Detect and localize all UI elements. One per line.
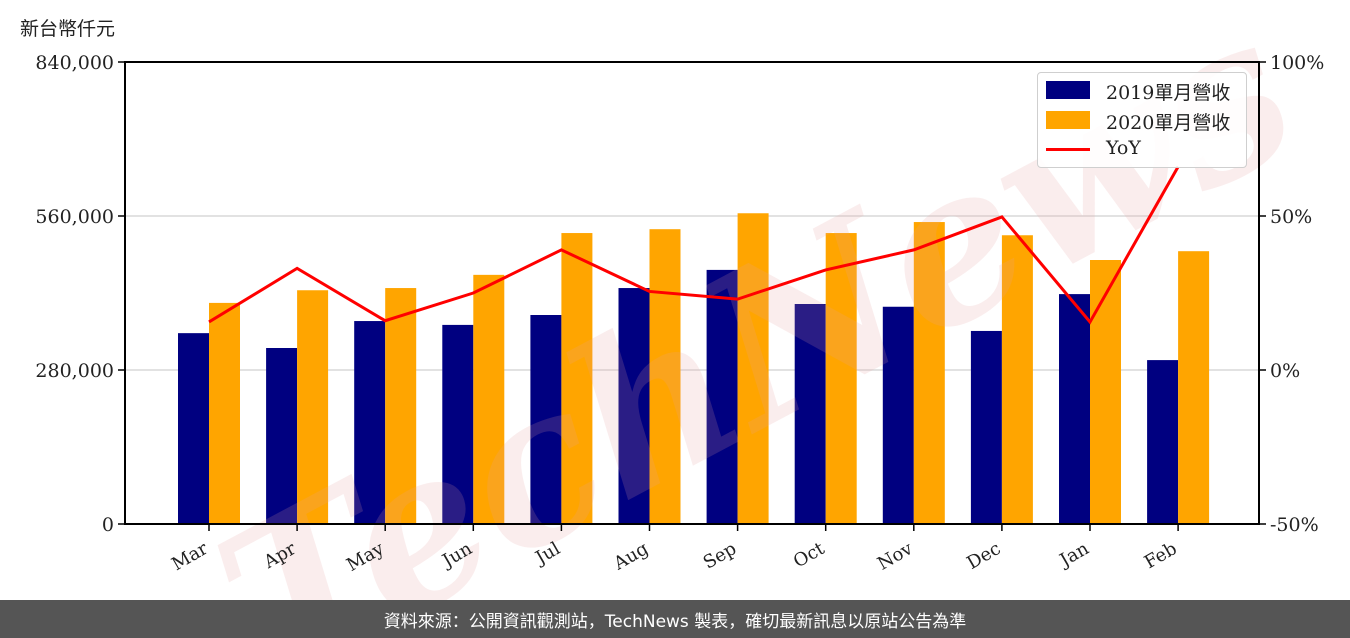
bar-2019	[530, 315, 562, 524]
x-tick-label: Nov	[874, 538, 917, 575]
legend-item-2020: 2020單月營收	[1038, 106, 1246, 134]
bar-2019	[970, 330, 1002, 524]
yoy-line	[208, 165, 1180, 325]
y-tick-label: 0	[102, 514, 114, 536]
axes	[124, 61, 1260, 525]
legend-label-yoy: YoY	[1106, 137, 1141, 159]
right-y-axis-ticks: -50% 0% 50% 100%	[1259, 52, 1324, 536]
x-tick-label: Oct	[790, 538, 829, 573]
chart-legend: 2019單月營收 2020單月營收 YoY	[1037, 72, 1247, 168]
legend-label-2019: 2019單月營收	[1106, 82, 1231, 104]
legend-swatch-2020	[1046, 111, 1090, 129]
y2-tick-label: -50%	[1270, 514, 1319, 536]
bar-2019	[1147, 360, 1179, 524]
bar-2020	[913, 222, 945, 525]
y-tick-label: 280,000	[35, 360, 114, 382]
x-tick-label: Dec	[963, 538, 1004, 574]
left-y-axis-ticks: 0 280,000 560,000 840,000	[35, 52, 125, 536]
bar-2020	[1090, 260, 1121, 524]
bar-2019	[706, 269, 738, 524]
bar-2020	[1001, 235, 1033, 524]
source-footer-text: 資料來源：公開資訊觀測站，TechNews 製表，確切最新訊息以原站公告為準	[383, 611, 967, 632]
bar-2019	[266, 348, 298, 524]
bar-2020	[737, 213, 769, 524]
bar-2020	[209, 302, 240, 524]
legend-item-2019: 2019單月營收	[1038, 76, 1246, 104]
x-tick-label: Feb	[1141, 538, 1181, 573]
bar-2019	[794, 304, 826, 524]
bar-2019	[1059, 294, 1090, 524]
bar-2019	[354, 321, 386, 524]
bar-2019	[178, 333, 209, 524]
y2-tick-label: 0%	[1270, 360, 1300, 382]
bar-2020	[297, 290, 329, 524]
bar-2019	[618, 288, 650, 524]
bar-2020	[473, 274, 505, 524]
legend-line-yoy	[1046, 148, 1090, 151]
bar-2020	[1178, 251, 1210, 524]
legend-label-2020: 2020單月營收	[1106, 112, 1231, 134]
source-footer: 資料來源：公開資訊觀測站，TechNews 製表，確切最新訊息以原站公告為準	[0, 600, 1350, 638]
y2-tick-label: 100%	[1270, 52, 1324, 74]
bar-2020	[561, 233, 593, 525]
yoy-polyline	[208, 165, 1180, 325]
y-axis-unit-label: 新台幣仟元	[20, 18, 116, 40]
bar-2020	[385, 288, 417, 524]
y2-tick-label: 50%	[1270, 206, 1312, 228]
bar-2020	[825, 233, 857, 525]
bar-2019	[442, 324, 474, 524]
y-tick-label: 560,000	[35, 206, 114, 228]
legend-item-yoy: YoY	[1038, 135, 1246, 163]
bar-2020	[649, 229, 681, 524]
x-tick-label: Sep	[700, 538, 740, 573]
y-tick-label: 840,000	[35, 52, 114, 74]
legend-swatch-2019	[1046, 81, 1090, 99]
bars	[178, 213, 1210, 525]
plot-frame	[124, 61, 1260, 525]
x-tick-label: Jan	[1055, 538, 1093, 572]
bar-2019	[882, 306, 914, 524]
